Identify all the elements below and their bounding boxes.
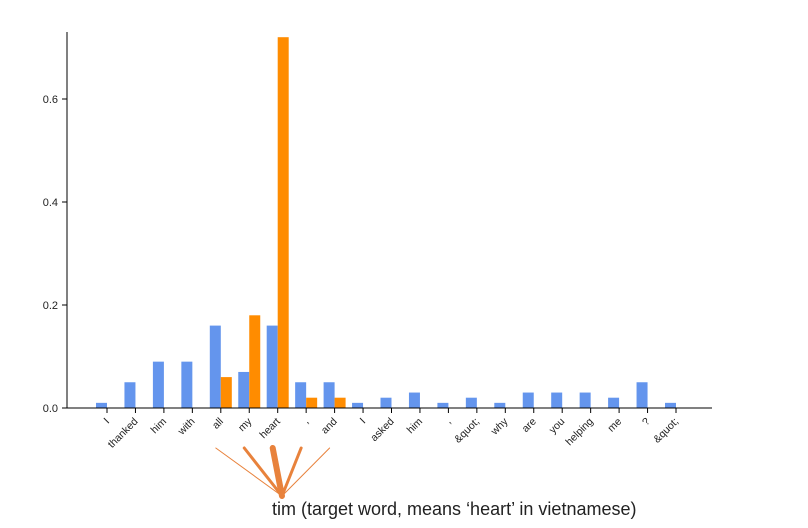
bar-series1-0 [96, 402, 107, 408]
x-tick-label-6: heart [257, 416, 282, 441]
bar-series1-1 [124, 382, 136, 408]
x-tick-label-11: him [405, 415, 426, 436]
bar-series1-14 [494, 402, 506, 408]
annotation-line-8 [281, 447, 331, 497]
x-tick-label-2: him [149, 415, 170, 436]
x-tick-label-3: with [175, 416, 198, 439]
x-tick-label-18: me [605, 416, 624, 435]
bar-series2-8 [334, 397, 346, 408]
y-tick-label-2: 0.4 [43, 197, 58, 209]
bar-series1-8 [323, 382, 335, 408]
bar-series1-7 [295, 382, 307, 408]
bar-series1-11 [408, 392, 420, 408]
x-tick-label-9: I [358, 416, 369, 427]
bar-series1-13 [465, 397, 477, 408]
bar-series2-5 [249, 315, 261, 408]
x-tick-label-8: and [319, 416, 340, 437]
bar-series1-3 [181, 361, 193, 408]
x-tick-label-4: all [210, 416, 226, 432]
x-tick-label-17: helping [563, 416, 596, 449]
bar-series1-2 [152, 361, 164, 408]
bar-series1-10 [380, 397, 392, 408]
bar-series1-6 [266, 325, 278, 408]
bar-series1-4 [209, 325, 221, 408]
bar-series1-19 [636, 382, 648, 408]
bar-series2-6 [277, 37, 289, 408]
bar-series1-15 [522, 392, 534, 408]
annotation-line-6 [269, 445, 285, 499]
x-tick-label-19: ? [640, 416, 653, 429]
x-tick-label-1: thanked [106, 416, 141, 451]
annotation-line-4 [215, 447, 283, 497]
x-tick-label-12: , [443, 416, 454, 427]
x-tick-label-7: , [301, 416, 312, 427]
x-tick-label-5: my [236, 415, 255, 434]
x-tick-label-16: you [547, 416, 568, 437]
annotation-text: tim (target word, means ‘heart’ in vietn… [272, 499, 636, 519]
x-tick-label-14: why [488, 415, 511, 438]
bar-series1-20 [665, 402, 676, 408]
y-ticks: 0.0 0.2 0.4 0.6 [43, 94, 67, 415]
bar-series1-9 [352, 402, 364, 408]
y-tick-label-3: 0.6 [43, 94, 58, 106]
bar-series1-5 [238, 371, 250, 408]
bar-series2-4 [220, 377, 232, 408]
annotation-line-7 [280, 446, 303, 498]
bar-series1-12 [437, 402, 449, 408]
bar-series2-7 [306, 397, 318, 408]
x-tick-label-10: asked [368, 416, 396, 444]
x-tick-label-13: &quot; [452, 416, 482, 446]
bar-series1-18 [608, 397, 620, 408]
annotation-line-5 [242, 446, 284, 498]
annotation-lines [215, 445, 331, 499]
bars [96, 37, 676, 408]
bar-series1-16 [551, 392, 563, 408]
bar-series1-17 [579, 392, 591, 408]
x-tick-label-15: are [520, 416, 539, 435]
x-tick-label-20: &quot; [651, 416, 681, 446]
x-tick-label-0: I [102, 416, 113, 427]
y-tick-label-0: 0.0 [43, 403, 58, 415]
y-tick-label-1: 0.2 [43, 300, 58, 312]
